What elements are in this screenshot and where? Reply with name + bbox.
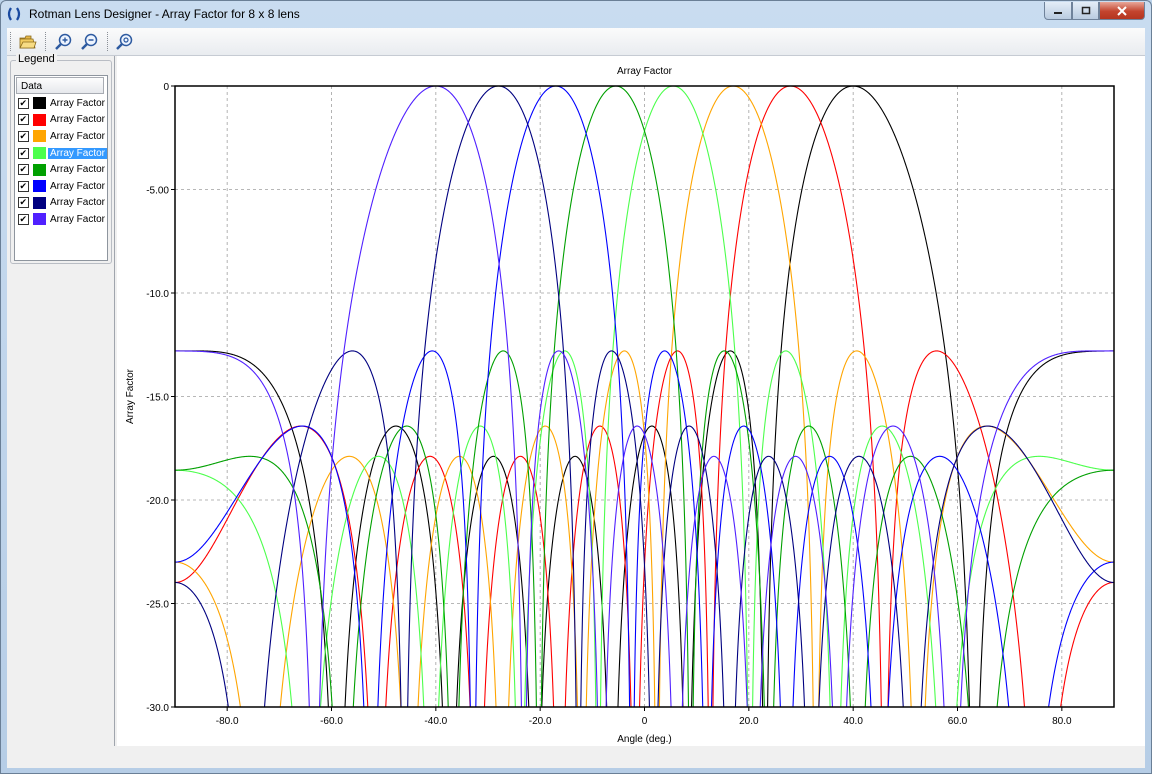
legend-item-label: Array Factor — [49, 164, 105, 176]
legend-item-label: Array Factor — [49, 97, 105, 109]
toolbar-separator — [45, 32, 48, 51]
x-tick-label: 0 — [642, 716, 648, 727]
toolbar-grip[interactable] — [10, 32, 13, 51]
legend-checkbox[interactable]: ✔ — [18, 197, 29, 209]
y-tick-label: -10.0 — [146, 289, 169, 300]
toolbar-separator — [107, 32, 110, 51]
series-line — [175, 85, 1114, 707]
legend-item[interactable]: ✔ Array Factor — [15, 112, 107, 129]
legend-color-swatch — [32, 113, 46, 126]
legend-item[interactable]: ✔ Array Factor — [15, 195, 107, 212]
window-title: Rotman Lens Designer - Array Factor for … — [29, 7, 300, 21]
series-line — [175, 85, 1114, 707]
series-line — [175, 85, 1114, 707]
x-tick-label: -20.0 — [529, 716, 552, 727]
zoom-in-icon — [55, 33, 72, 50]
legend-list[interactable]: Data ✔ Array Factor ✔ Array Factor ✔ Array Fa… — [14, 75, 108, 261]
y-tick-label: -20.0 — [146, 496, 169, 507]
zoom-reset-icon — [116, 33, 133, 50]
legend-item-label: Array Factor — [49, 130, 105, 142]
zoom-in-button[interactable] — [53, 31, 75, 52]
toolbar — [7, 28, 1145, 56]
minimize-icon — [1054, 11, 1062, 14]
legend-item-label: Array Factor — [49, 213, 105, 225]
maximize-icon — [1081, 6, 1090, 15]
x-tick-label: -40.0 — [424, 716, 447, 727]
legend-item-label: Array Factor — [49, 180, 105, 192]
legend-color-swatch — [32, 180, 46, 193]
zoom-reset-button[interactable] — [114, 31, 136, 52]
y-axis-label: Array Factor — [125, 368, 136, 424]
x-tick-label: 40.0 — [843, 716, 863, 727]
legend-checkbox[interactable]: ✔ — [18, 180, 29, 192]
legend-checkbox[interactable]: ✔ — [18, 164, 29, 176]
legend-item[interactable]: ✔ Array Factor — [15, 161, 107, 178]
legend-checkbox[interactable]: ✔ — [18, 147, 29, 159]
legend-item[interactable]: ✔ Array Factor — [15, 95, 107, 112]
zoom-out-button[interactable] — [79, 31, 101, 52]
legend-group: Legend Data ✔ Array Factor ✔ Array Factor ✔ A… — [10, 53, 112, 264]
chart-title: Array Factor — [617, 66, 673, 77]
app-lens-icon — [7, 7, 21, 21]
legend-item-label: Array Factor — [47, 147, 107, 159]
close-icon — [1117, 5, 1127, 16]
y-tick-label: -30.0 — [146, 703, 169, 714]
minimize-button[interactable] — [1044, 2, 1072, 20]
array-factor-chart[interactable]: -80.0 -60.0 -40.0 -20.0 0 20.0 40.0 60.0 80.0 0 -5… — [117, 56, 1145, 746]
legend-color-swatch — [32, 196, 46, 209]
x-axis-label: Angle (deg.) — [617, 734, 671, 745]
legend-checkbox[interactable]: ✔ — [18, 130, 29, 142]
y-tick-label: -25.0 — [146, 600, 169, 611]
x-tick-label: 60.0 — [948, 716, 968, 727]
title-bar[interactable]: Rotman Lens Designer - Array Factor for … — [1, 1, 1151, 27]
legend-color-swatch — [32, 147, 46, 160]
x-tick-label: -80.0 — [216, 716, 239, 727]
legend-title: Legend — [16, 53, 57, 65]
plot-area[interactable]: -80.0 -60.0 -40.0 -20.0 0 20.0 40.0 60.0 80.0 0 -5… — [117, 56, 1145, 746]
legend-item[interactable]: ✔ Array Factor — [15, 211, 107, 228]
legend-checkbox[interactable]: ✔ — [18, 114, 29, 126]
close-button[interactable] — [1099, 2, 1145, 20]
x-tick-label: -60.0 — [320, 716, 343, 727]
y-tick-label: 0 — [163, 82, 169, 93]
legend-item-label: Array Factor — [49, 197, 105, 209]
legend-color-swatch — [32, 130, 46, 143]
legend-color-swatch — [32, 213, 46, 226]
legend-color-swatch — [32, 163, 46, 176]
x-tick-label: 20.0 — [739, 716, 759, 727]
legend-checkbox[interactable]: ✔ — [18, 213, 29, 225]
legend-column-header[interactable]: Data — [16, 77, 104, 94]
zoom-out-icon — [81, 33, 98, 50]
legend-item[interactable]: ✔ Array Factor — [15, 128, 107, 145]
bottom-strip — [7, 746, 1145, 768]
legend-color-swatch — [32, 97, 46, 110]
legend-item-label: Array Factor — [49, 114, 105, 126]
x-tick-label: 80.0 — [1052, 716, 1072, 727]
legend-checkbox[interactable]: ✔ — [18, 97, 29, 109]
y-tick-label: -5.00 — [146, 186, 169, 197]
client-area: Legend Data ✔ Array Factor ✔ Array Factor ✔ A… — [7, 53, 1145, 768]
legend-item[interactable]: ✔ Array Factor — [15, 145, 107, 162]
maximize-button[interactable] — [1072, 2, 1099, 20]
open-folder-icon — [19, 35, 37, 48]
legend-item[interactable]: ✔ Array Factor — [15, 178, 107, 195]
open-button[interactable] — [17, 31, 39, 52]
y-tick-label: -15.0 — [146, 393, 169, 404]
